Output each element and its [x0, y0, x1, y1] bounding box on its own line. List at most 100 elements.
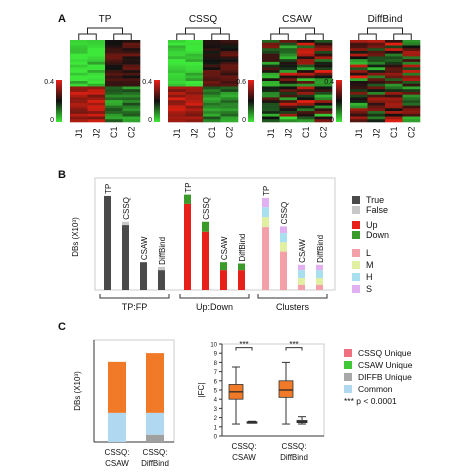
heatmap-cell [350, 50, 368, 54]
heatmap-cell [87, 83, 106, 87]
heatmap-cell [220, 78, 239, 82]
legend-label: M [366, 260, 374, 270]
heatmap-cell [385, 91, 403, 95]
heatmap: CSAW J1 J2 C1 C2 0.6 0 [236, 14, 333, 138]
heatmap-cell [220, 59, 239, 63]
heatmap-cell [168, 105, 186, 109]
heatmap-cell [70, 111, 88, 115]
significance-bracket [235, 347, 253, 351]
heatmap-cell [367, 119, 386, 123]
heatmap-cell [185, 113, 204, 117]
heatmap-cell [314, 45, 333, 49]
heatmap-cell [70, 108, 88, 112]
heatmap-cell [367, 53, 386, 57]
heatmap-cell [220, 61, 239, 65]
bar-segment [262, 217, 269, 228]
heatmap-cell [203, 64, 221, 68]
heatmap-cell [70, 102, 88, 106]
heatmap-cell [87, 50, 106, 54]
heatmap-cell [367, 111, 386, 115]
heatmap-cell [262, 86, 280, 90]
scale-max-label: 0.4 [44, 79, 54, 86]
heatmap-cell [402, 72, 421, 76]
heatmap-cell [105, 89, 123, 93]
heatmap-cell [168, 83, 186, 87]
heatmap-cell [314, 89, 333, 93]
heatmap-cell [87, 105, 106, 109]
bar-segment [238, 270, 245, 290]
bar-label: CSAW [140, 236, 149, 260]
heatmap-cell [297, 72, 315, 76]
heatmap-cell [70, 64, 88, 68]
legend-label: S [366, 284, 372, 294]
heatmap-cell [262, 61, 280, 65]
heatmap-cell [385, 48, 403, 52]
heatmap-cell [185, 53, 204, 57]
heatmap-cell [185, 48, 204, 52]
heatmap-cell [203, 50, 221, 54]
heatmap-cell [70, 59, 88, 63]
heatmap-cell [297, 108, 315, 112]
heatmap-cell [402, 81, 421, 85]
heatmap-cell [122, 97, 141, 101]
heatmap-cell [350, 100, 368, 104]
heatmap-cell [297, 50, 315, 54]
heatmap-cell [297, 86, 315, 90]
heatmap-cell [402, 64, 421, 68]
heatmap-cell [350, 83, 368, 87]
heatmap-cell [105, 50, 123, 54]
heatmap-cell [70, 61, 88, 65]
legend-swatch [352, 285, 360, 293]
heatmap-cell [220, 94, 239, 98]
heatmap-cell [367, 59, 386, 63]
y-tick-label: 8 [214, 361, 218, 367]
heatmap-cell [262, 67, 280, 71]
heatmap-cell [350, 42, 368, 46]
heatmap-cell [402, 67, 421, 71]
heatmap-cell [203, 100, 221, 104]
heatmap-cell [367, 67, 386, 71]
heatmap-cell [279, 50, 298, 54]
heatmap-cell [87, 94, 106, 98]
heatmap-cell [220, 102, 239, 106]
heatmap-cell [87, 59, 106, 63]
heatmap-cell [367, 100, 386, 104]
heatmap-cell [279, 113, 298, 117]
heatmap-cell [87, 42, 106, 46]
heatmap-cell [367, 45, 386, 49]
heatmap-cell [70, 75, 88, 79]
heatmap-cell [314, 42, 333, 46]
heatmap-cell [105, 91, 123, 95]
heatmap-cell [297, 111, 315, 115]
heatmap-cell [350, 116, 368, 120]
heatmap-cell [279, 42, 298, 46]
heatmap-cell [297, 45, 315, 49]
heatmap-cell [385, 45, 403, 49]
bar-label: CSSQ: [105, 448, 130, 457]
y-tick-label: 3 [214, 407, 218, 413]
heatmap-column-label: C1 [109, 126, 119, 138]
group-label: Up:Down [196, 302, 233, 312]
heatmap-cell [314, 91, 333, 95]
heatmap-cell [185, 94, 204, 98]
heatmap-cell [168, 64, 186, 68]
bar-label: CSAW [220, 236, 229, 260]
heatmap-cell [168, 100, 186, 104]
heatmap-cell [70, 113, 88, 117]
heatmap-cell [70, 50, 88, 54]
heatmap-cell [70, 45, 88, 49]
heatmap-cell [385, 40, 403, 44]
bar-segment [298, 264, 305, 271]
heatmap-cell [402, 50, 421, 54]
heatmap-cell [185, 111, 204, 115]
heatmap-cell [87, 48, 106, 52]
heatmap-cell [168, 67, 186, 71]
heatmap-cell [70, 67, 88, 71]
heatmap-cell [122, 91, 141, 95]
heatmap-cell [168, 50, 186, 54]
heatmap-cell [185, 97, 204, 101]
heatmap-cell [122, 108, 141, 112]
heatmap-cell [350, 119, 368, 123]
heatmap-cell [203, 67, 221, 71]
